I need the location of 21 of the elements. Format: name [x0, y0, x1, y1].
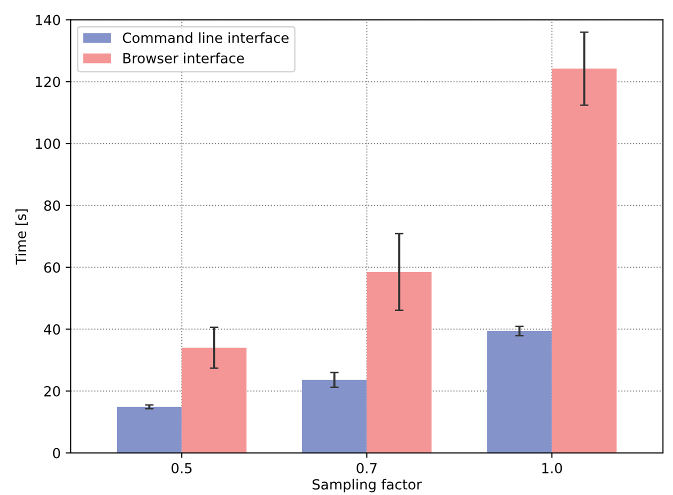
- x-tick-label: 0.5: [172, 462, 192, 474]
- y-tick-label: 40: [44, 324, 60, 335]
- y-axis-title: Time [s]: [15, 209, 28, 265]
- y-tick-label: 80: [44, 200, 60, 211]
- bar: [116, 406, 182, 453]
- y-tick-label: 140: [36, 14, 60, 26]
- legend-label: Command line interface: [122, 32, 289, 44]
- y-tick-label: 100: [36, 138, 60, 150]
- bar: [487, 331, 552, 453]
- bar: [552, 68, 617, 453]
- x-tick-label: 0.7: [356, 462, 377, 474]
- bar: [182, 348, 246, 453]
- x-tick-label: 1.0: [542, 462, 562, 474]
- x-axis-title: Sampling factor: [312, 478, 422, 492]
- bar: [366, 272, 432, 453]
- y-tick-label: 0: [53, 448, 60, 458]
- y-tick-label: 120: [36, 76, 60, 88]
- y-tick-label: 20: [44, 386, 60, 397]
- legend-label: Browser interface: [123, 52, 244, 64]
- y-tick-label: 60: [44, 262, 60, 273]
- bar: [302, 380, 367, 453]
